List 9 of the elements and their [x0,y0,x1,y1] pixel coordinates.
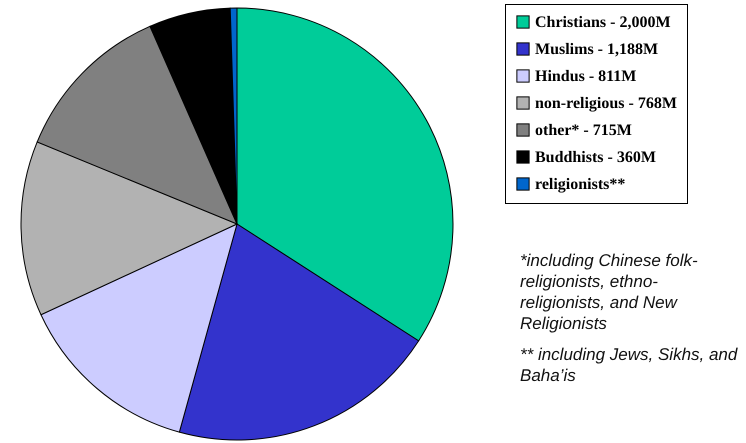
legend-label: Buddhists - 360M [535,149,656,166]
legend-label: Hindus - 811M [535,68,636,85]
text: ** including Jews, Sikhs, and Baha’is [520,344,739,386]
legend-label: other* - 715M [535,122,632,139]
legend-label: Muslims - 1,188M [535,41,658,58]
legend-label: religionists** [535,176,626,193]
text: *including Chinese folk-religionists, ethno-religionists, and New Religionists [520,250,699,334]
legend-label: non-religious - 768M [535,95,677,112]
legend-label: Christians - 2,000M [535,14,671,31]
